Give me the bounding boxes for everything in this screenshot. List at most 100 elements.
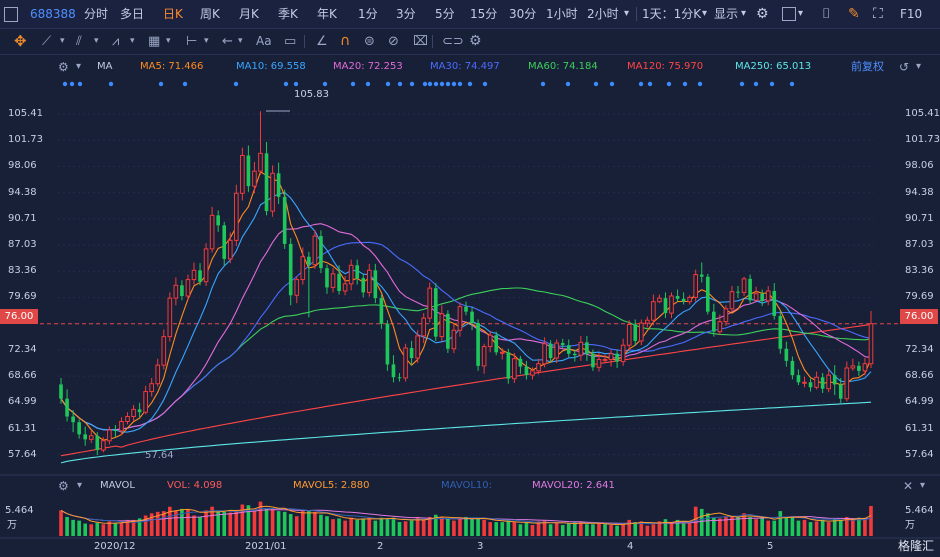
period-tab[interactable]: 月K: [239, 7, 259, 21]
volume-bar: [826, 522, 831, 536]
candle-body: [620, 344, 626, 363]
candle-body: [319, 236, 323, 269]
reset-icon[interactable]: ↺: [899, 60, 910, 74]
candle-body: [705, 276, 710, 312]
chevron-down-icon[interactable]: ▾: [94, 36, 99, 46]
settings-gear-icon[interactable]: ⚙: [756, 6, 769, 22]
period-tab[interactable]: 3分: [396, 7, 416, 21]
measure-tool-icon[interactable]: ⊢: [186, 34, 198, 49]
chevron-down-icon[interactable]: ▾: [741, 8, 747, 19]
drawing-settings-gear-icon[interactable]: ⚙: [469, 33, 482, 49]
move-cross-icon[interactable]: ✥: [14, 32, 27, 50]
signal-dot: [540, 81, 546, 87]
chevron-down-icon[interactable]: ▾: [166, 36, 171, 46]
period-tab[interactable]: 周K: [200, 7, 220, 21]
pencil-icon[interactable]: ✎: [848, 6, 860, 22]
period-tab-active[interactable]: 日K: [163, 7, 183, 21]
chevron-down-icon[interactable]: ▾: [60, 36, 65, 46]
mavol10-line: [60, 507, 872, 525]
chevron-down-icon[interactable]: ▾: [920, 480, 926, 491]
candle-body: [391, 364, 396, 378]
volume-bar: [421, 519, 426, 536]
line-tool-icon[interactable]: ⟋: [42, 34, 52, 49]
period-tab[interactable]: 2小时: [587, 7, 619, 21]
period-tab[interactable]: 15分: [470, 7, 498, 21]
arrow-tool-icon[interactable]: ←: [222, 34, 233, 49]
candle-body: [361, 278, 366, 293]
chevron-down-icon[interactable]: ▾: [76, 61, 82, 72]
date-label: 2: [377, 541, 384, 552]
fullscreen-icon[interactable]: ⛶: [873, 6, 883, 22]
low-price-label: 57.64: [145, 450, 174, 461]
ma20-line: [60, 223, 872, 431]
volume-bar: [772, 520, 777, 536]
period-tab[interactable]: 30分: [509, 7, 537, 21]
f10-button[interactable]: F10: [900, 7, 923, 21]
signal-dot: [385, 81, 391, 87]
close-pane-icon[interactable]: ✕: [903, 479, 914, 493]
chevron-down-icon[interactable]: ▾: [702, 8, 708, 19]
chevron-down-icon[interactable]: ▾: [77, 480, 83, 491]
mavol-indicator-name[interactable]: MAVOL: [100, 480, 135, 491]
volume-bar: [778, 511, 783, 536]
period-tab[interactable]: 季K: [278, 7, 298, 21]
volume-bar: [300, 511, 305, 536]
note-tool-icon[interactable]: ▭: [284, 34, 297, 49]
chevron-down-icon[interactable]: ▾: [204, 36, 209, 46]
camera-icon[interactable]: ⌷: [822, 6, 831, 22]
period-tab[interactable]: 多日: [120, 7, 145, 21]
lock-drawing-icon[interactable]: ⊜: [364, 34, 375, 49]
chevron-down-icon[interactable]: ▾: [624, 8, 630, 19]
trash-icon[interactable]: ⌧: [413, 34, 428, 49]
volume-bar: [542, 520, 547, 536]
volume-bar: [657, 521, 662, 536]
volume-bar: [554, 522, 559, 536]
signal-dot: [769, 81, 775, 87]
sidebar-toggle-icon[interactable]: [4, 7, 18, 22]
candle-body: [578, 341, 584, 356]
indicator-settings-gear-icon[interactable]: ⚙: [58, 60, 69, 74]
volume-bar: [633, 522, 638, 536]
signal-dot: [451, 81, 457, 87]
vol-value: VOL: 4.098: [167, 480, 223, 491]
volume-settings-gear-icon[interactable]: ⚙: [58, 479, 69, 493]
volume-bar: [427, 516, 432, 536]
volume-bar: [730, 516, 734, 536]
price-tick-label: 105.41: [905, 108, 940, 120]
adjust-mode-button[interactable]: 前复权: [851, 60, 884, 73]
signal-dot: [789, 81, 795, 87]
mavol20-line: [60, 509, 872, 524]
period-tab[interactable]: 1小时: [546, 7, 578, 21]
wave-tool-icon[interactable]: ⩘: [112, 34, 120, 49]
chevron-down-icon[interactable]: ▾: [130, 36, 135, 46]
text-tool-icon[interactable]: Aa: [256, 34, 272, 48]
candle-body: [180, 285, 184, 296]
period-tab[interactable]: 分时: [84, 7, 109, 21]
ma-indicator-name[interactable]: MA: [97, 61, 113, 72]
price-tick-label: 64.99: [905, 396, 934, 408]
candle-body: [113, 430, 118, 432]
stock-symbol[interactable]: 688388: [30, 7, 76, 21]
checkbox-icon[interactable]: [782, 7, 796, 21]
magnet-icon[interactable]: ∩: [340, 33, 351, 49]
link-icon[interactable]: ⊂⊃: [442, 34, 464, 49]
chevron-down-icon[interactable]: ▾: [798, 8, 804, 19]
hide-drawing-icon[interactable]: ⊘: [388, 34, 399, 49]
channel-tool-icon[interactable]: ⫽: [76, 34, 82, 49]
eraser-line-icon[interactable]: ∠: [316, 34, 328, 49]
period-tab[interactable]: 5分: [435, 7, 455, 21]
date-label: 3: [477, 541, 484, 552]
volume-bar: [615, 525, 619, 536]
candle-body: [282, 196, 287, 244]
volume-bar: [240, 504, 245, 536]
kline-range-select[interactable]: 1天：1分K: [642, 7, 702, 21]
display-menu[interactable]: 显示: [714, 7, 739, 21]
chevron-down-icon[interactable]: ▾: [916, 61, 922, 72]
chevron-down-icon[interactable]: ▾: [238, 36, 243, 46]
period-tab[interactable]: 1分: [358, 7, 378, 21]
price-tick-label: 57.64: [905, 448, 934, 460]
period-tab[interactable]: 年K: [317, 7, 337, 21]
volume-bar: [252, 511, 257, 536]
fibonacci-tool-icon[interactable]: ▦: [148, 34, 161, 49]
